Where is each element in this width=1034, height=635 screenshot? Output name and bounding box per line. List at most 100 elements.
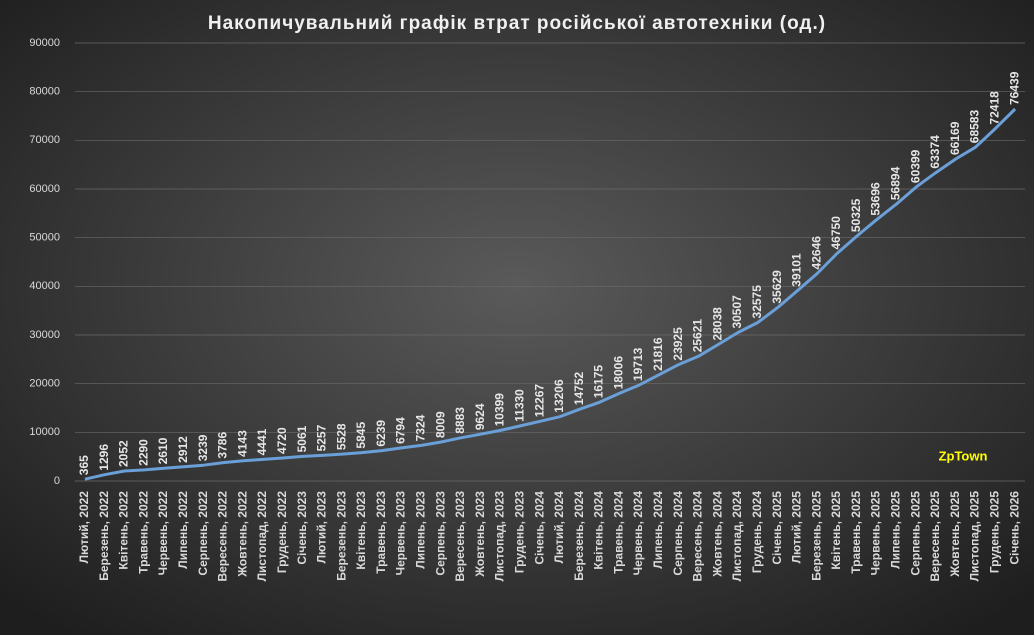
value-label: 60399	[908, 149, 922, 183]
value-label: 6794	[394, 417, 408, 444]
value-label: 30507	[730, 295, 744, 329]
value-label: 50325	[849, 198, 863, 232]
x-tick-label: Червень, 2023	[394, 491, 408, 576]
x-tick-label: Листопад, 2023	[493, 491, 507, 582]
value-label: 6239	[374, 420, 388, 447]
value-label: 23925	[671, 327, 685, 361]
value-label: 14752	[572, 372, 586, 406]
x-tick-label: Серпень, 2022	[196, 491, 210, 576]
value-label: 19713	[631, 347, 645, 381]
y-tick-label: 30000	[29, 329, 60, 341]
value-label: 46750	[829, 216, 843, 250]
x-tick-label: Серпень, 2025	[908, 491, 922, 576]
x-tick-label: Травень, 2023	[374, 491, 388, 574]
line	[84, 107, 1017, 481]
x-tick-label: Жовтень, 2025	[948, 491, 962, 578]
value-label: 5061	[295, 425, 309, 452]
x-tick-label: Липень, 2022	[176, 491, 190, 569]
x-tick-label: Липень, 2023	[414, 491, 428, 569]
value-label: 53696	[869, 182, 883, 216]
value-label: 5257	[315, 424, 329, 451]
x-tick-label: Вересень, 2022	[216, 491, 230, 582]
x-tick-label: Квітень, 2022	[117, 491, 131, 570]
value-label: 4720	[275, 427, 289, 454]
x-tick-label: Листопад, 2025	[968, 491, 982, 582]
x-tick-label: Лютий, 2024	[552, 491, 566, 564]
value-label: 28038	[710, 307, 724, 341]
value-label: 11330	[512, 389, 526, 422]
x-tick-label: Грудень, 2022	[275, 491, 289, 573]
x-tick-label: Липень, 2025	[889, 491, 903, 569]
value-label: 8883	[453, 407, 467, 434]
x-tick-label: Серпень, 2023	[433, 491, 447, 576]
value-label: 4441	[255, 428, 269, 455]
value-label: 7324	[414, 414, 428, 441]
value-label: 2052	[117, 440, 131, 467]
x-tick-label: Січень, 2025	[770, 491, 784, 565]
x-tick-label: Березень, 2025	[809, 491, 823, 581]
x-tick-label: Травень, 2022	[136, 491, 150, 574]
chart-title: Накопичувальний графік втрат російської …	[208, 13, 826, 34]
value-label: 76439	[1007, 71, 1021, 105]
x-tick-label: Травень, 2024	[611, 491, 625, 574]
x-tick-label: Січень, 2023	[295, 491, 309, 565]
y-tick-label: 0	[54, 475, 60, 487]
value-label: 365	[77, 455, 91, 475]
x-tick-label: Січень, 2026	[1007, 491, 1021, 565]
value-label: 25621	[691, 319, 705, 353]
value-label: 4143	[235, 430, 249, 457]
value-label: 63374	[928, 135, 942, 169]
y-tick-label: 60000	[29, 183, 60, 195]
value-label: 21816	[651, 337, 665, 371]
x-tick-label: Червень, 2022	[156, 491, 170, 576]
value-label: 1296	[97, 444, 111, 471]
value-label: 42646	[809, 236, 823, 270]
x-tick-label: Лютий, 2023	[315, 491, 329, 564]
x-tick-label: Липень, 2024	[651, 491, 665, 569]
x-tick-label: Квітень, 2024	[592, 491, 606, 570]
value-label: 18006	[611, 356, 625, 390]
y-tick-label: 20000	[29, 378, 60, 390]
y-tick-label: 80000	[29, 86, 60, 98]
x-tick-label: Березень, 2023	[334, 491, 348, 581]
value-label: 32575	[750, 285, 764, 319]
y-tick-label: 50000	[29, 232, 60, 244]
x-tick-label: Березень, 2024	[572, 491, 586, 581]
value-label: 5845	[354, 422, 368, 449]
value-label: 13206	[552, 379, 566, 413]
value-label: 66169	[948, 121, 962, 155]
x-tick-label: Листопад, 2022	[255, 491, 269, 582]
value-label: 3239	[196, 434, 210, 461]
value-label: 5528	[334, 423, 348, 450]
y-tick-label: 40000	[29, 280, 60, 292]
value-label: 39101	[790, 253, 804, 287]
x-tick-label: Травень, 2025	[849, 491, 863, 574]
x-tick-label: Жовтень, 2024	[710, 491, 724, 578]
x-tick-label: Грудень, 2023	[512, 491, 526, 573]
value-label: 2912	[176, 436, 190, 463]
value-label: 9624	[473, 403, 487, 430]
x-tick-label: Вересень, 2023	[453, 491, 467, 582]
value-label: 16175	[592, 365, 606, 399]
x-tick-label: Лютий, 2025	[790, 491, 804, 564]
x-tick-label: Січень, 2024	[532, 491, 546, 565]
x-tick-label: Червень, 2024	[631, 491, 645, 576]
x-tick-label: Жовтень, 2023	[473, 491, 487, 578]
x-tick-label: Листопад, 2024	[730, 491, 744, 582]
y-tick-label: 10000	[29, 426, 60, 438]
x-tick-label: Вересень, 2025	[928, 491, 942, 582]
value-label: 2610	[156, 437, 170, 464]
value-label: 68583	[968, 110, 982, 144]
x-tick-label: Грудень, 2025	[987, 491, 1001, 573]
value-label: 10399	[493, 393, 507, 427]
value-label: 2290	[136, 439, 150, 466]
value-label: 35629	[770, 270, 784, 304]
annotation: ZpTown	[939, 448, 988, 463]
x-tick-label: Лютий, 2022	[77, 491, 91, 564]
y-tick-label: 70000	[29, 134, 60, 146]
x-tick-label: Вересень, 2024	[691, 491, 705, 582]
value-label: 72418	[987, 91, 1001, 125]
value-label: 12267	[532, 384, 546, 418]
